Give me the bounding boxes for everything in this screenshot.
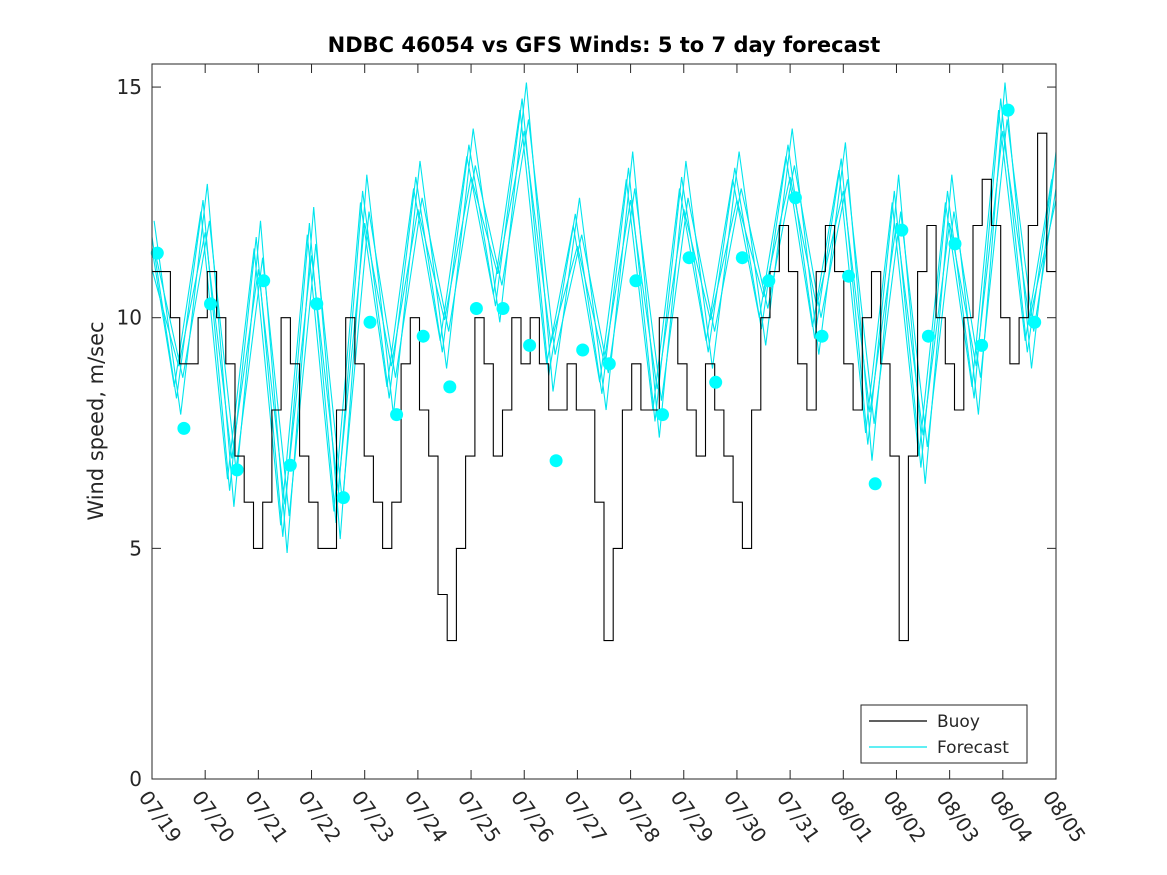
x-tick-label: 08/03 [932,786,985,847]
y-axis-ticks: 0 5 10 15 [117,75,1056,791]
forecast-point [788,191,802,205]
forecast-point [629,274,643,288]
forecast-point [682,251,696,265]
forecast-point [815,329,829,343]
y-tick-label: 0 [129,767,142,791]
forecast-point [469,302,483,315]
forecast-point [948,237,962,251]
y-axis-label: Wind speed, m/sec [84,321,108,520]
axes [151,63,1057,780]
x-tick-label: 07/31 [772,786,825,847]
y-tick-label: 5 [129,536,142,560]
x-tick-label: 07/21 [240,786,293,847]
forecast-point [257,274,271,288]
forecast-point [523,338,537,352]
y-tick-label: 10 [117,306,142,330]
forecast-point [602,357,616,371]
x-tick-label: 07/27 [559,786,612,847]
forecast-point [177,421,191,435]
legend: Buoy Forecast [860,704,1028,764]
forecast-trace-3 [153,82,1057,554]
forecast-point [416,329,430,343]
x-tick-label: 07/30 [719,786,772,847]
chart-title: NDBC 46054 vs GFS Winds: 5 to 7 day fore… [328,33,881,57]
x-tick-label: 07/25 [453,786,506,847]
forecast-point [230,463,244,477]
forecast-point [709,375,723,389]
forecast-point [975,338,989,352]
legend-label-buoy: Buoy [937,712,980,732]
forecast-point [283,458,297,472]
forecast-point [842,269,856,283]
y-tick-label: 15 [117,75,142,99]
plot-frame [151,63,1057,780]
legend-label-forecast: Forecast [937,738,1009,758]
series-layer [150,82,1057,642]
forecast-point [496,302,510,315]
forecast-trace-4 [155,119,1057,517]
x-tick-label: 08/01 [825,786,878,847]
forecast-point [921,329,935,343]
x-tick-label: 08/04 [985,786,1038,847]
forecast-point [1001,103,1015,117]
forecast-point [576,343,590,357]
x-tick-label: 07/19 [134,786,187,847]
x-tick-label: 07/23 [347,786,400,847]
forecast-point [336,491,350,505]
x-tick-label: 07/26 [506,786,559,847]
forecast-point [1028,315,1042,329]
forecast-point [363,315,377,329]
x-tick-label: 08/02 [878,786,931,847]
buoy-series-line [152,132,1056,642]
forecast-point [656,408,669,422]
x-tick-label: 07/28 [612,786,665,847]
x-tick-label: 07/29 [666,786,719,847]
x-tick-label: 07/22 [293,786,346,847]
forecast-point [868,477,882,491]
forecast-point [895,223,909,237]
forecast-point [150,246,164,260]
forecast-point [204,297,217,311]
forecast-point [310,297,324,311]
x-tick-label: 08/05 [1038,786,1091,847]
forecast-point [549,454,563,468]
forecast-point [443,380,457,394]
forecast-point [762,274,776,288]
legend-box [860,704,1028,764]
x-tick-label: 07/24 [400,786,453,847]
forecast-point [390,408,404,422]
forecast-trace-1 [151,98,1055,537]
x-tick-label: 07/20 [187,786,240,847]
forecast-point [735,251,749,265]
